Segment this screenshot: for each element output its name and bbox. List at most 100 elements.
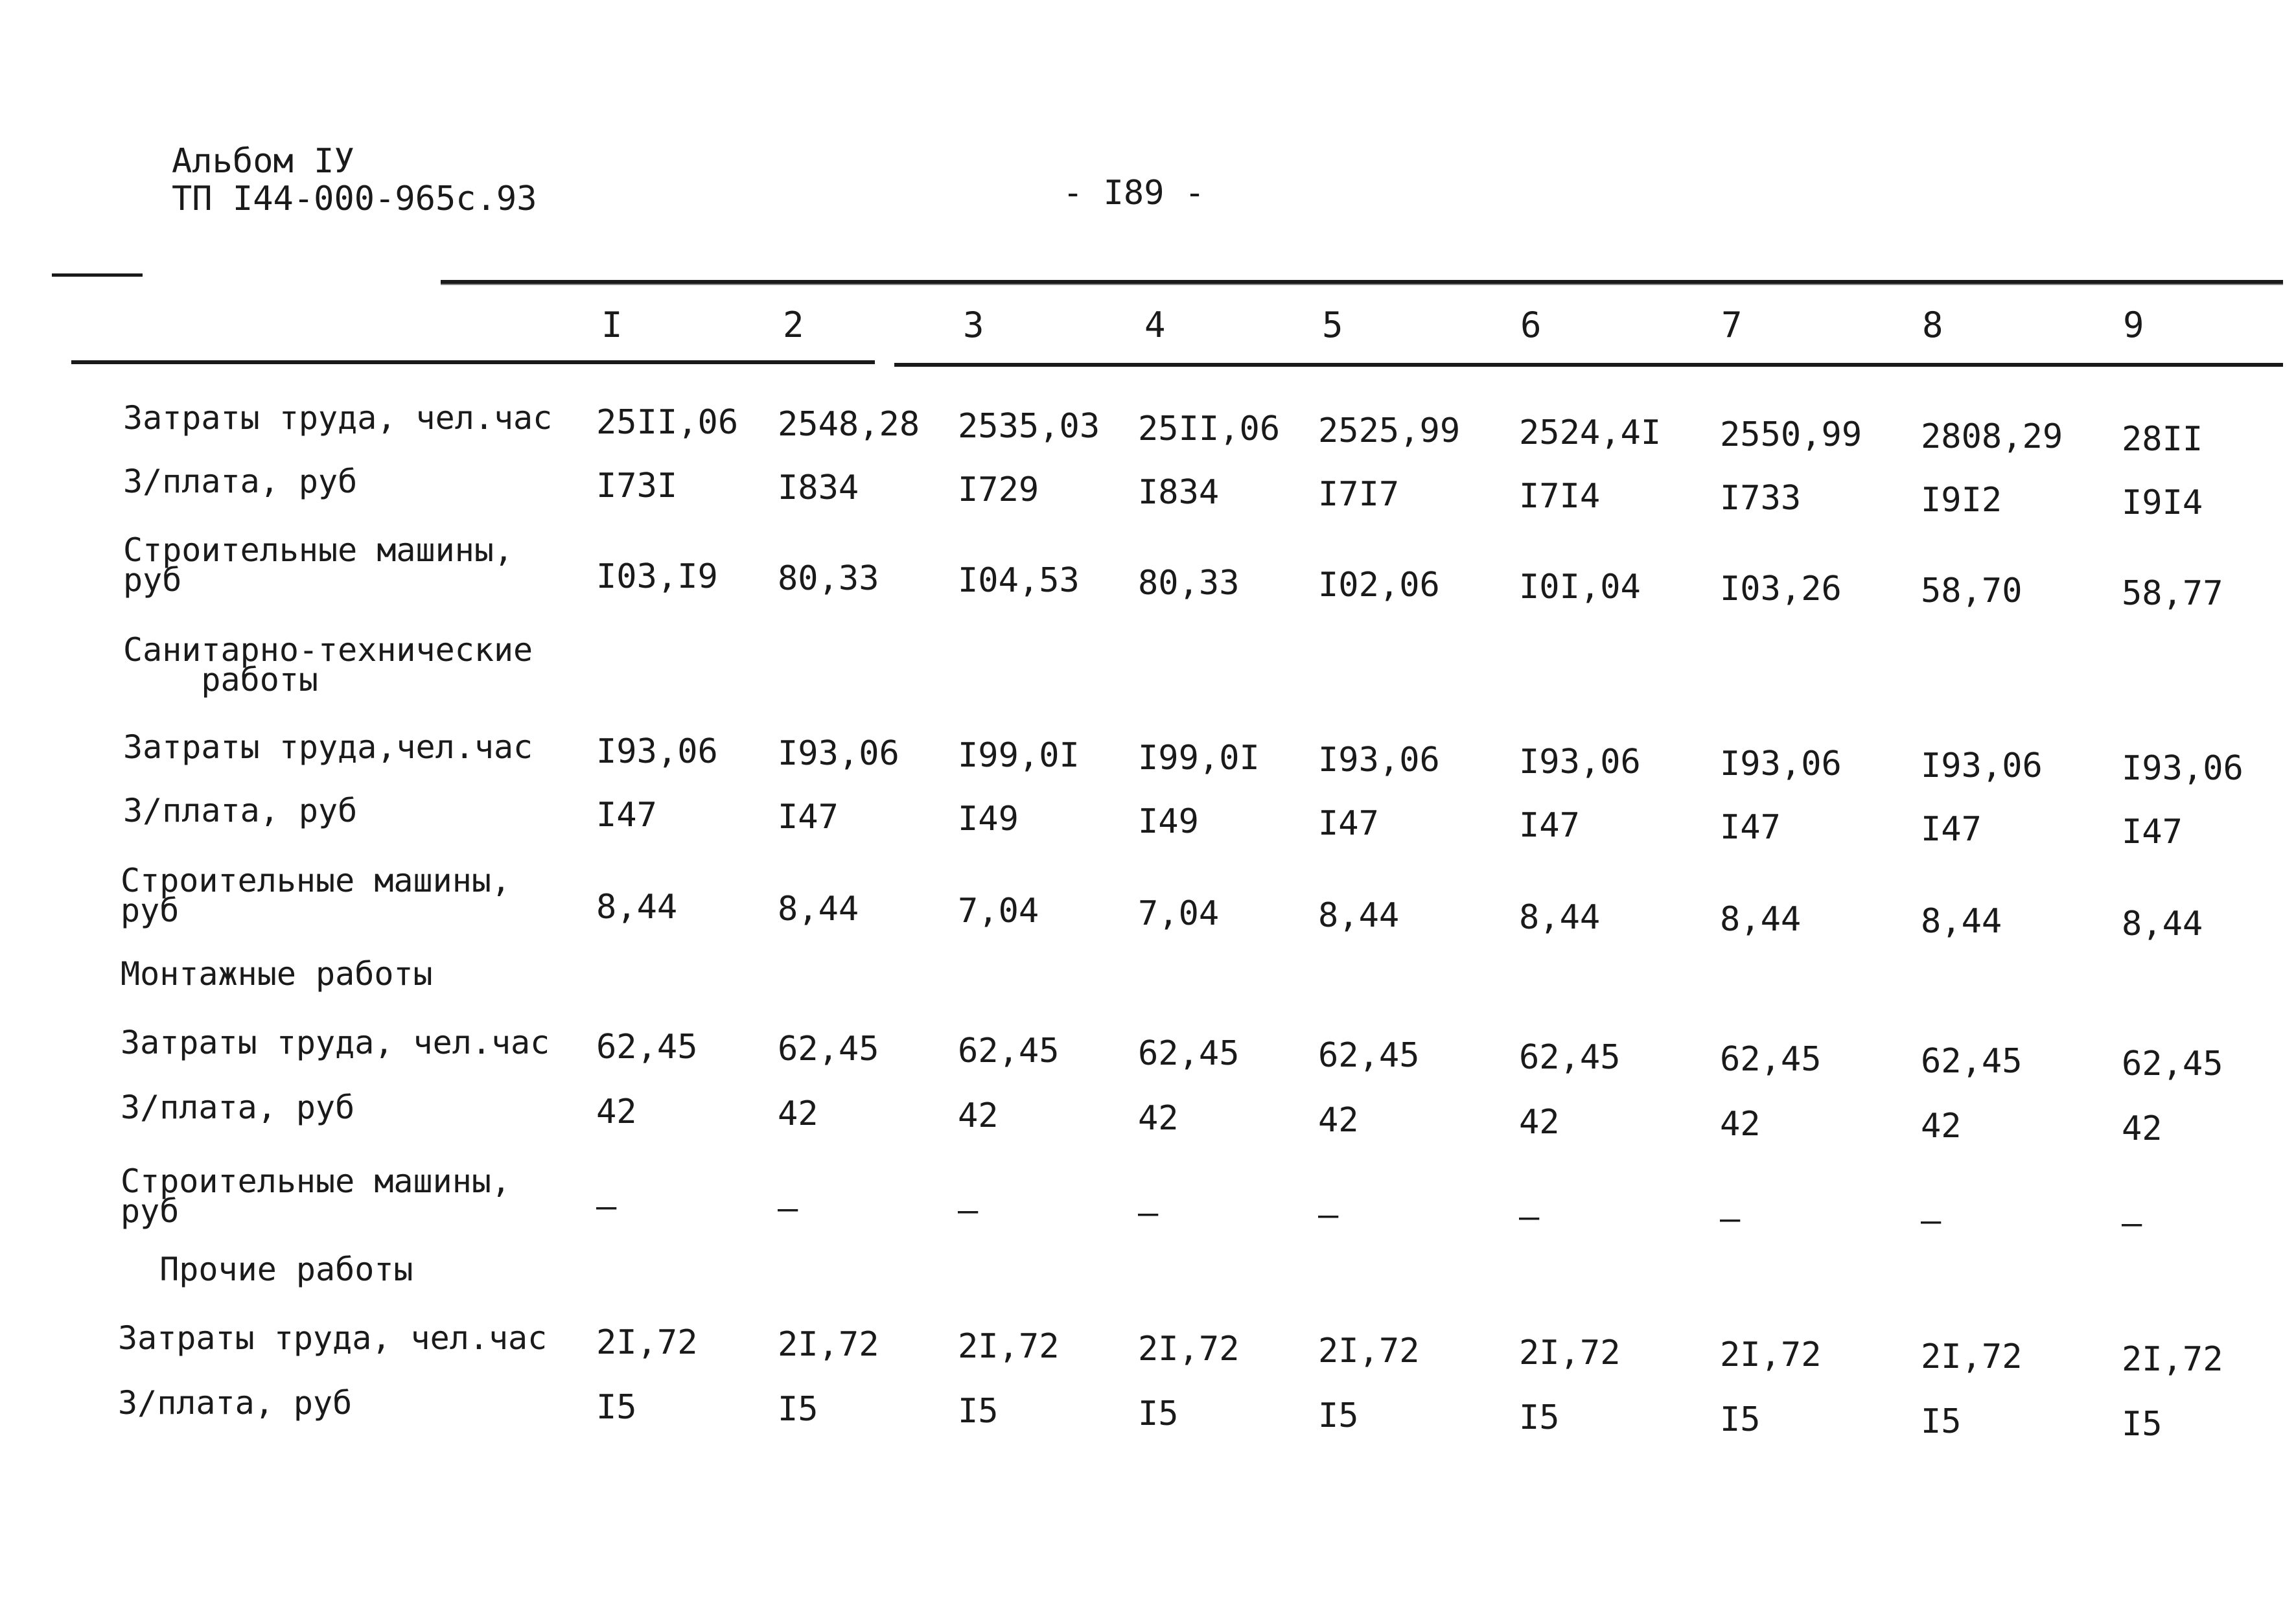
table-cell: 80,33 — [1138, 564, 1240, 603]
table-cell: I73I — [596, 467, 678, 505]
column-number: 2 — [783, 305, 804, 345]
table-cell: 28II — [2122, 420, 2203, 459]
empty-cell-dash: – — [958, 1191, 979, 1230]
table-cell: 42 — [1138, 1099, 1179, 1138]
page-number: - I89 - — [1063, 174, 1205, 213]
table-cell: 58,77 — [2122, 574, 2223, 613]
table-cell: 2I,72 — [1921, 1337, 2023, 1376]
table-cell: 8,44 — [596, 888, 678, 927]
table-cell: I5 — [778, 1390, 818, 1429]
table-cell: 42 — [596, 1093, 637, 1131]
table-cell: I02,06 — [1318, 566, 1440, 605]
table-cell: I5 — [1921, 1402, 1962, 1441]
section-heading: Санитарно-технические работы — [123, 631, 533, 699]
table-cell: I93,06 — [2122, 749, 2244, 788]
table-cell: 2I,72 — [958, 1327, 1060, 1366]
empty-cell-dash: – — [1138, 1194, 1159, 1232]
column-number: 3 — [963, 305, 984, 345]
table-cell: I5 — [1138, 1394, 1179, 1433]
table-cell: I834 — [1138, 473, 1220, 512]
table-cell: I5 — [596, 1388, 637, 1427]
table-cell: I5 — [1318, 1396, 1359, 1435]
table-cell: 2I,72 — [596, 1323, 698, 1362]
table-cell: 2808,29 — [1921, 417, 2063, 456]
table-cell: I7I4 — [1519, 477, 1601, 516]
column-number: 5 — [1322, 305, 1343, 345]
table-cell: 25II,06 — [1138, 410, 1281, 448]
column-number: 9 — [2123, 305, 2144, 345]
table-cell: I04,53 — [958, 561, 1080, 600]
table-cell: I47 — [1720, 808, 1781, 847]
table-cell: 2I,72 — [2122, 1340, 2223, 1379]
table-cell: 42 — [1921, 1107, 1962, 1146]
column-number: I — [601, 305, 623, 345]
table-cell: 80,33 — [778, 559, 879, 598]
table-cell: 2I,72 — [1720, 1335, 1822, 1374]
empty-cell-dash: – — [1720, 1199, 1741, 1238]
empty-cell-dash: – — [778, 1189, 798, 1228]
table-cell: 62,45 — [596, 1028, 698, 1067]
table-cell: I93,06 — [1318, 741, 1440, 780]
table-cell: I5 — [1519, 1398, 1560, 1437]
table-cell: 42 — [1720, 1105, 1761, 1144]
top-rule-short — [52, 273, 143, 277]
top-rule — [441, 280, 2283, 284]
table-cell: I5 — [1720, 1400, 1761, 1439]
table-cell: 2I,72 — [1138, 1330, 1240, 1369]
table-cell: I47 — [596, 796, 657, 835]
table-cell: 62,45 — [1921, 1042, 2023, 1081]
empty-cell-dash: – — [2122, 1204, 2142, 1243]
project-code: ТП I44-000-965с.93 — [172, 179, 537, 218]
table-cell: 62,45 — [1720, 1040, 1822, 1079]
table-cell: 8,44 — [1720, 900, 1802, 939]
table-cell: I47 — [1318, 804, 1379, 843]
table-cell: I9I2 — [1921, 481, 2002, 520]
table-cell: I93,06 — [1921, 746, 2043, 785]
table-cell: I9I4 — [2122, 483, 2203, 522]
table-cell: I49 — [1138, 802, 1199, 841]
empty-cell-dash: – — [1921, 1201, 1942, 1240]
section-heading: Монтажные работы — [121, 955, 433, 993]
row-label: З/плата, руб — [121, 1089, 355, 1126]
document-header: Альбом IУ ТП I44-000-965с.93 — [172, 143, 537, 218]
empty-cell-dash: – — [1519, 1197, 1540, 1236]
table-cell: I93,06 — [1519, 743, 1641, 781]
column-number: 7 — [1721, 305, 1743, 345]
table-cell: 42 — [1318, 1101, 1359, 1140]
header-rule-right — [894, 363, 2283, 367]
row-label: Затраты труда, чел.час — [121, 1024, 550, 1061]
row-label: Строительные машины, руб — [121, 862, 511, 929]
row-label: З/плата, руб — [123, 792, 358, 829]
album-label: Альбом IУ — [172, 142, 354, 181]
empty-cell-dash: – — [1318, 1196, 1339, 1234]
table-cell: 42 — [958, 1096, 999, 1135]
table-cell: I03,I9 — [596, 557, 718, 596]
table-cell: 8,44 — [1921, 902, 2002, 941]
table-cell: I5 — [2122, 1405, 2163, 1444]
row-label: Затраты труда, чел.час — [118, 1319, 548, 1357]
table-cell: 62,45 — [2122, 1045, 2223, 1083]
table-cell: 2525,99 — [1318, 411, 1461, 450]
table-cell: I49 — [958, 800, 1019, 838]
table-cell: I93,06 — [778, 734, 899, 773]
table-cell: I733 — [1720, 479, 1802, 518]
table-cell: 42 — [2122, 1109, 2163, 1148]
table-cell: 8,44 — [1318, 896, 1400, 935]
table-cell: I03,26 — [1720, 570, 1842, 608]
table-cell: 2550,99 — [1720, 415, 1862, 454]
table-cell: I47 — [1921, 810, 1982, 849]
table-cell: 62,45 — [958, 1032, 1060, 1070]
table-cell: I47 — [778, 798, 839, 837]
column-number: 8 — [1922, 305, 1943, 345]
table-cell: 62,45 — [1318, 1036, 1420, 1075]
table-cell: 2I,72 — [1519, 1334, 1621, 1372]
table-cell: I7I7 — [1318, 475, 1400, 514]
table-cell: 62,45 — [1138, 1034, 1240, 1073]
table-cell: I834 — [778, 468, 859, 507]
row-label: Строительные машины, руб — [121, 1162, 511, 1230]
table-cell: 8,44 — [778, 890, 859, 929]
table-cell: 8,44 — [2122, 905, 2203, 943]
header-rule-left — [71, 360, 875, 364]
top-rule-shadow — [441, 284, 2283, 285]
